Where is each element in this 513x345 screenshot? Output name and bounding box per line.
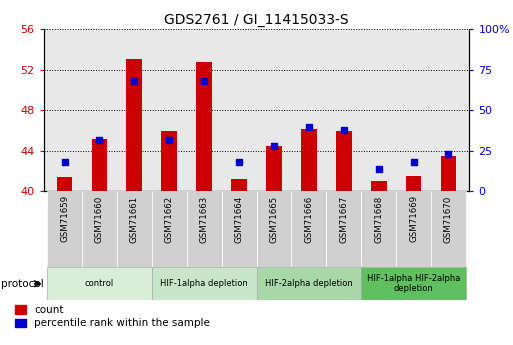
Text: GSM71659: GSM71659 [60, 195, 69, 243]
FancyBboxPatch shape [152, 267, 256, 300]
Bar [57, 177, 72, 191]
Text: protocol: protocol [1, 279, 43, 289]
Text: GSM71662: GSM71662 [165, 195, 174, 243]
Text: GSM71660: GSM71660 [95, 195, 104, 243]
Bar [441, 156, 456, 191]
FancyBboxPatch shape [256, 267, 361, 300]
Text: GSM71666: GSM71666 [304, 195, 313, 243]
Text: GSM71668: GSM71668 [374, 195, 383, 243]
Text: GSM71663: GSM71663 [200, 195, 209, 243]
Bar [301, 129, 317, 191]
Point [270, 143, 278, 149]
Bar [371, 181, 386, 191]
FancyBboxPatch shape [431, 191, 466, 267]
Text: GSM71661: GSM71661 [130, 195, 139, 243]
FancyBboxPatch shape [361, 191, 396, 267]
Legend: count, percentile rank within the sample: count, percentile rank within the sample [15, 305, 210, 328]
Text: HIF-1alpha HIF-2alpha
depletion: HIF-1alpha HIF-2alpha depletion [367, 274, 460, 294]
Bar [92, 139, 107, 191]
Bar [231, 179, 247, 191]
Text: GSM71669: GSM71669 [409, 195, 418, 243]
FancyBboxPatch shape [187, 191, 222, 267]
Point [95, 137, 104, 142]
Point [200, 78, 208, 84]
Point [374, 166, 383, 171]
Bar [336, 131, 351, 191]
Point [235, 159, 243, 165]
Bar [127, 59, 142, 191]
Text: GSM71665: GSM71665 [269, 195, 279, 243]
Text: HIF-2alpha depletion: HIF-2alpha depletion [265, 279, 353, 288]
FancyBboxPatch shape [117, 191, 152, 267]
Point [61, 159, 69, 165]
Bar [406, 176, 421, 191]
FancyBboxPatch shape [47, 267, 152, 300]
FancyBboxPatch shape [47, 191, 82, 267]
Text: GSM71664: GSM71664 [234, 195, 244, 243]
FancyBboxPatch shape [222, 191, 256, 267]
Title: GDS2761 / GI_11415033-S: GDS2761 / GI_11415033-S [164, 13, 349, 27]
FancyBboxPatch shape [396, 191, 431, 267]
Bar [196, 62, 212, 191]
Point [444, 151, 452, 157]
Point [409, 159, 418, 165]
FancyBboxPatch shape [291, 191, 326, 267]
Bar [266, 146, 282, 191]
Point [130, 78, 139, 84]
Point [165, 137, 173, 142]
Point [340, 127, 348, 132]
Text: HIF-1alpha depletion: HIF-1alpha depletion [160, 279, 248, 288]
Point [305, 124, 313, 129]
FancyBboxPatch shape [82, 191, 117, 267]
FancyBboxPatch shape [152, 191, 187, 267]
Text: control: control [85, 279, 114, 288]
FancyBboxPatch shape [361, 267, 466, 300]
FancyBboxPatch shape [326, 191, 361, 267]
FancyBboxPatch shape [256, 191, 291, 267]
Bar [162, 131, 177, 191]
Text: GSM71667: GSM71667 [339, 195, 348, 243]
Text: GSM71670: GSM71670 [444, 195, 453, 243]
